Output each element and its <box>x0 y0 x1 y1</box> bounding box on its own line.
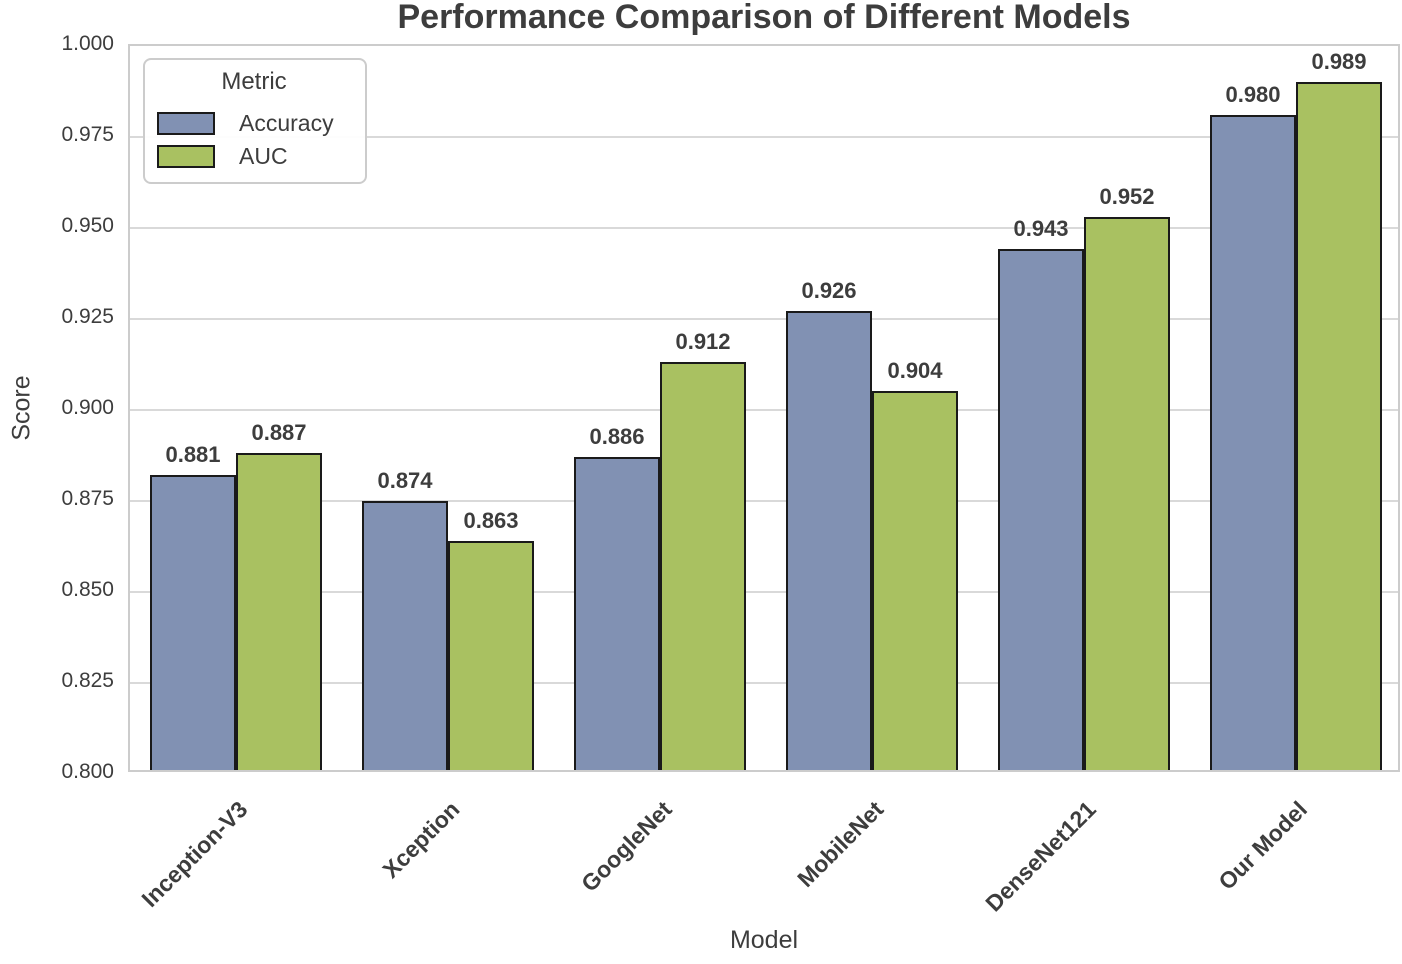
plot-area: 0.881 0.874 0.886 0.926 0.943 0.980 0.887 0.863… <box>128 44 1400 772</box>
legend-item: Accuracy <box>157 110 351 137</box>
bar-value-label: 0.926 <box>801 278 857 304</box>
bar-value-label: 0.904 <box>887 358 943 384</box>
legend-title: Metric <box>221 68 287 95</box>
x-tick-label: Xception <box>377 796 465 884</box>
gridline <box>130 136 1398 138</box>
x-tick-label: GoogleNet <box>575 796 677 897</box>
bar-accuracy-inception-v3 <box>150 475 236 770</box>
gridline <box>130 318 1398 320</box>
legend-items: Accuracy AUC <box>157 104 351 170</box>
gridline <box>130 409 1398 411</box>
legend-item: AUC <box>157 143 351 170</box>
gridline <box>130 591 1398 593</box>
bar-accuracy-googlenet <box>574 456 660 770</box>
x-tick-label: MobileNet <box>792 796 889 893</box>
y-tick-label: 0.875 <box>61 487 114 510</box>
bar-value-label: 0.989 <box>1311 49 1367 75</box>
legend-swatch <box>157 145 215 168</box>
chart-title: Performance Comparison of Different Mode… <box>397 0 1131 36</box>
bar-value-label: 0.881 <box>165 442 221 468</box>
bar-accuracy-densenet121 <box>998 249 1084 770</box>
bar-accuracy-mobilenet <box>786 311 872 770</box>
y-tick-label: 0.925 <box>61 305 114 328</box>
x-axis-label: Model <box>729 926 799 954</box>
legend: Metric Accuracy AUC <box>143 58 367 184</box>
bar-auc-inception-v3 <box>236 453 322 770</box>
bar-value-label: 0.863 <box>463 507 519 533</box>
y-axis-label: Score <box>7 375 36 441</box>
bar-value-label: 0.943 <box>1013 216 1069 242</box>
bar-value-label: 0.886 <box>589 423 645 449</box>
y-tick-label: 0.850 <box>61 578 114 601</box>
bar-value-label: 0.887 <box>251 420 307 446</box>
bar-auc-densenet121 <box>1084 216 1170 770</box>
bar-auc-mobilenet <box>872 391 958 770</box>
legend-item-label: AUC <box>239 143 288 169</box>
legend-swatch <box>157 112 215 135</box>
bar-accuracy-xception <box>362 500 448 770</box>
y-tick-label: 0.975 <box>61 123 114 146</box>
gridline <box>130 227 1398 229</box>
x-tick-label: DenseNet121 <box>979 796 1101 917</box>
x-tick-label: Inception-V3 <box>136 796 253 912</box>
bar-value-label: 0.980 <box>1225 81 1281 107</box>
y-tick-label: 1.000 <box>61 32 114 55</box>
bar-auc-googlenet <box>660 362 746 770</box>
bar-auc-our-model <box>1296 82 1382 770</box>
y-tick-label: 0.900 <box>61 396 114 419</box>
bar-value-label: 0.912 <box>675 329 731 355</box>
gridline <box>130 682 1398 684</box>
bar-auc-xception <box>448 540 534 770</box>
y-tick-label: 0.800 <box>61 760 114 783</box>
bar-accuracy-our-model <box>1210 114 1296 770</box>
y-tick-label: 0.950 <box>61 214 114 237</box>
bar-value-label: 0.874 <box>377 467 433 493</box>
bar-value-label: 0.952 <box>1099 183 1155 209</box>
y-tick-label: 0.825 <box>61 669 114 692</box>
gridline <box>130 500 1398 502</box>
x-tick-label: Our Model <box>1213 796 1313 895</box>
legend-item-label: Accuracy <box>239 110 334 136</box>
